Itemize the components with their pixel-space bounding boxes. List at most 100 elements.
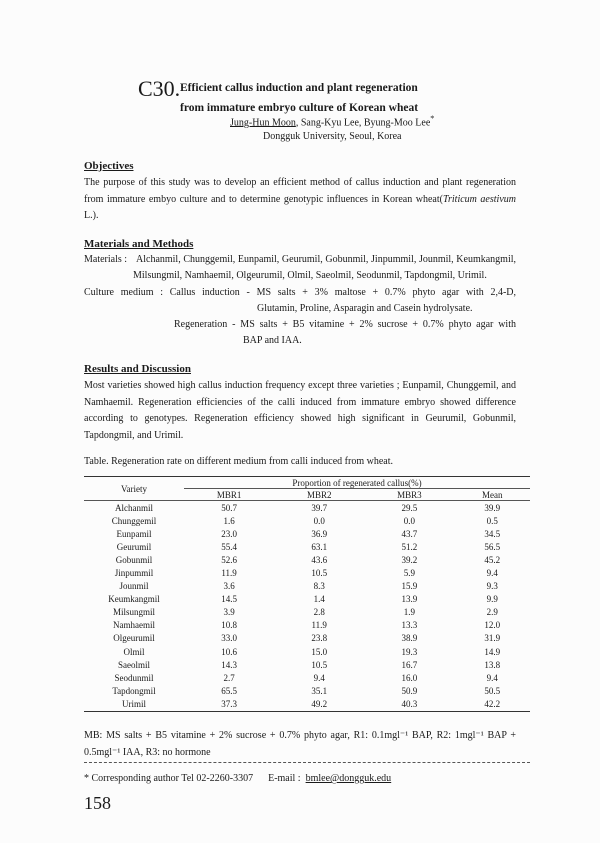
objectives-text: The purpose of this study was to develop… (84, 175, 516, 225)
table-row: Jinpummil 11.9 10.5 5.9 9.4 (84, 566, 530, 579)
value-cell: 56.5 (484, 541, 501, 552)
value-cell: 65.5 (221, 685, 237, 696)
culture-medium-line: Culture medium : Callus induction - MS s… (84, 287, 516, 298)
value-cell: 10.5 (311, 568, 328, 579)
value-cell: 38.9 (401, 633, 418, 644)
value-cell: 34.5 (484, 528, 501, 539)
email-link[interactable]: bmlee@dongguk.edu (305, 773, 392, 784)
variety-cell: Milsungmil (112, 607, 155, 618)
value-cell: 1.6 (223, 515, 235, 526)
table-row: Keumkangmil 14.5 1.4 13.9 9.9 (84, 593, 530, 606)
value-cell: 13.3 (401, 620, 418, 631)
email-label: E-mail : (268, 773, 301, 784)
value-cell: 31.9 (484, 633, 501, 644)
value-cell: 11.9 (311, 620, 327, 631)
results-text: Most varieties showed high callus induct… (84, 380, 516, 441)
title-line: from immature embryo culture of Korean w… (180, 102, 419, 114)
title-line: Efficient callus induction and plant reg… (180, 82, 418, 94)
table-row: Alchanmil 50.7 39.7 29.5 39.9 (84, 501, 530, 515)
value-cell: 14.9 (484, 646, 501, 657)
value-cell: 50.9 (401, 685, 418, 696)
value-cell: 23.0 (221, 528, 237, 539)
objectives-body: The purpose of this study was to develop… (84, 177, 516, 205)
table-row: Gobunmil 52.6 43.6 39.2 45.2 (84, 553, 530, 566)
value-cell: 15.0 (311, 646, 328, 657)
divider (84, 762, 530, 763)
value-cell: 15.9 (401, 581, 418, 592)
group-header: Proportion of regenerated callus(%) (184, 476, 530, 489)
value-cell: 0.0 (403, 515, 416, 526)
objectives-heading: Objectives (84, 160, 134, 172)
affiliation: Dongguk University, Seoul, Korea (263, 131, 402, 142)
methods-heading: Materials and Methods (84, 238, 194, 250)
value-cell: 0.5 (486, 515, 498, 526)
value-cell: 5.9 (403, 568, 416, 579)
column-header: Mean (454, 488, 530, 501)
value-cell: 10.6 (221, 646, 237, 657)
table-row: Jounmil 3.6 8.3 15.9 9.3 (84, 580, 530, 593)
value-cell: 9.3 (486, 581, 498, 592)
variety-cell: Keumkangmil (108, 594, 160, 605)
value-cell: 39.9 (484, 502, 501, 513)
first-author: Jung-Hun Moon (230, 117, 296, 129)
table-row: Milsungmil 3.9 2.8 1.9 2.9 (84, 606, 530, 619)
regeneration-line: BAP and IAA. (243, 335, 302, 346)
value-cell: 2.9 (486, 607, 498, 618)
value-cell: 52.6 (221, 554, 237, 565)
value-cell: 9.4 (486, 672, 498, 683)
variety-cell: Namhaemil (113, 620, 155, 631)
value-cell: 2.7 (223, 672, 235, 683)
variety-cell: Gobunmil (115, 554, 153, 565)
value-cell: 14.5 (221, 594, 237, 605)
value-cell: 1.9 (403, 607, 416, 618)
authors: Jung-Hun Moon, Sang-Kyu Lee, Byung-Moo L… (230, 114, 434, 128)
value-cell: 9.4 (486, 568, 498, 579)
page-number: 158 (84, 793, 111, 813)
value-cell: 13.9 (401, 594, 418, 605)
value-cell: 0.0 (313, 515, 325, 526)
value-cell: 35.1 (311, 685, 328, 696)
value-cell: 23.8 (311, 633, 328, 644)
value-cell: 8.3 (313, 581, 325, 592)
variety-cell: Geurumil (116, 541, 152, 552)
variety-cell: Jinpummil (114, 568, 154, 579)
abstract-number: C30. (138, 76, 181, 101)
variety-cell: Seodunmil (114, 672, 154, 683)
corresponding-mark: * (430, 114, 435, 123)
column-header: MBR2 (274, 488, 365, 501)
value-cell: 2.8 (313, 607, 325, 618)
variety-cell: Chunggemil (111, 515, 157, 526)
table-row: Olmil 10.6 15.0 19.3 14.9 (84, 645, 530, 658)
value-cell: 11.9 (221, 568, 237, 579)
column-header: MBR1 (184, 488, 275, 501)
objectives-end: L.). (84, 210, 99, 221)
table-row: Namhaemil 10.8 11.9 13.3 12.0 (84, 619, 530, 632)
value-cell: 10.8 (221, 620, 237, 631)
variety-cell: Saeolmil (118, 659, 150, 670)
corresponding-text: * Corresponding author Tel 02-2260-3307 (84, 773, 254, 784)
paper-title: Efficient callus induction and plant reg… (180, 78, 480, 118)
culture-medium-line: Glutamin, Proline, Asparagin and Casein … (257, 303, 473, 314)
value-cell: 39.7 (311, 502, 328, 513)
variety-cell: Eunpamil (116, 528, 152, 539)
materials-label: Materials : (84, 254, 128, 265)
variety-cell: Olmil (123, 646, 145, 657)
value-cell: 39.2 (401, 554, 418, 565)
value-cell: 63.1 (311, 541, 328, 552)
table-footnote: MB: MS salts + B5 vitamine + 2% sucrose … (84, 730, 516, 758)
table-row: Eunpamil 23.0 36.9 43.7 34.5 (84, 527, 530, 540)
value-cell: 42.2 (484, 698, 501, 709)
value-cell: 12.0 (484, 620, 501, 631)
value-cell: 19.3 (401, 646, 418, 657)
results-heading: Results and Discussion (84, 363, 191, 375)
value-cell: 29.5 (401, 502, 418, 513)
value-cell: 13.8 (484, 659, 501, 670)
value-cell: 9.9 (486, 594, 498, 605)
variety-cell: Olgeurumil (113, 633, 155, 644)
table-row: Tapdongmil 65.5 35.1 50.9 50.5 (84, 684, 530, 697)
materials-line: Alchanmil, Chunggemil, Eunpamil, Geurumi… (136, 254, 516, 265)
column-header: MBR3 (364, 488, 455, 501)
variety-cell: Alchanmil (115, 502, 153, 513)
regeneration-line: Regeneration - MS salts + B5 vitamine + … (174, 319, 516, 330)
